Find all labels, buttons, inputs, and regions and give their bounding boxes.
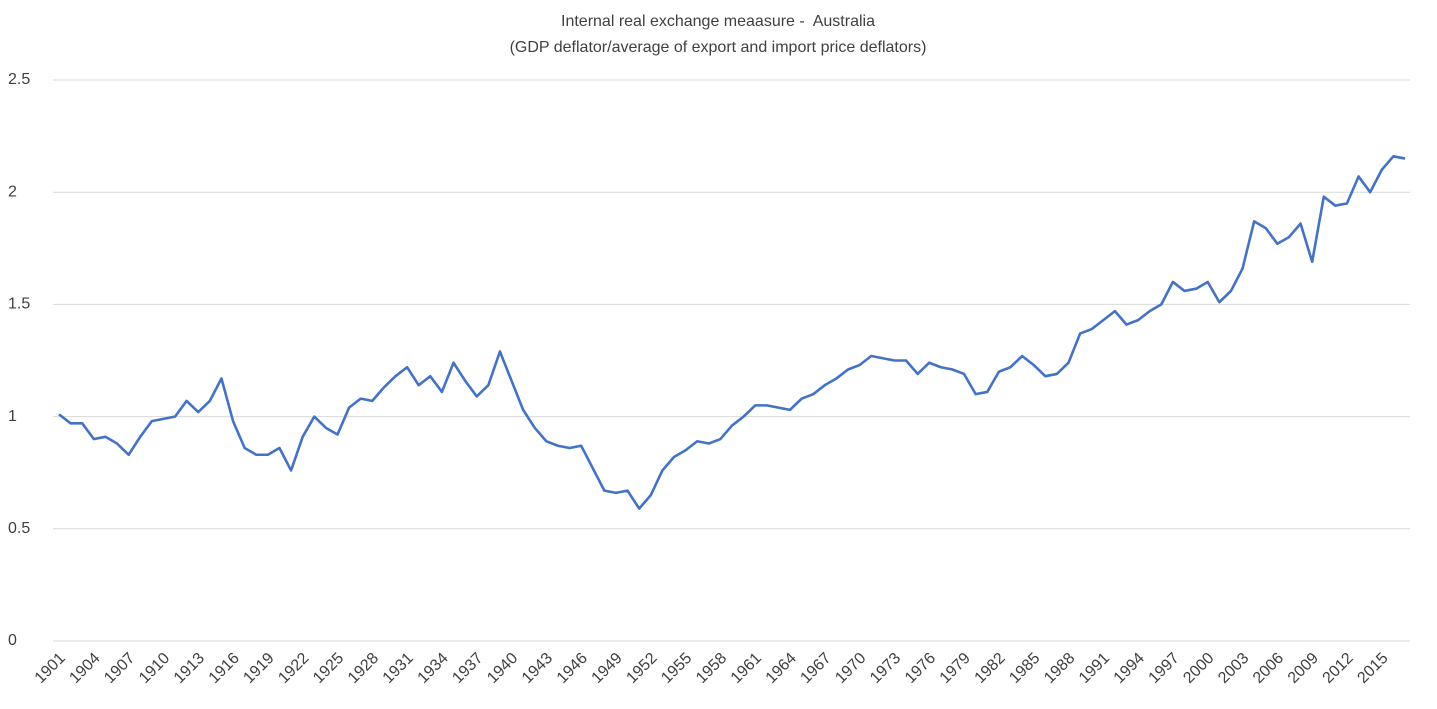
x-tick-label: 1976 bbox=[902, 650, 939, 687]
x-tick-label: 1946 bbox=[554, 650, 591, 687]
x-tick-label: 1991 bbox=[1076, 650, 1113, 687]
x-tick-label: 1961 bbox=[728, 650, 765, 687]
x-tick-label: 1949 bbox=[589, 650, 626, 687]
y-tick-label: 0 bbox=[8, 632, 17, 649]
x-tick-label: 1955 bbox=[658, 650, 695, 687]
x-tick-label: 2015 bbox=[1354, 650, 1391, 687]
x-tick-label: 1928 bbox=[345, 650, 382, 687]
x-tick-label: 1994 bbox=[1111, 650, 1148, 687]
x-tick-label: 2009 bbox=[1285, 650, 1322, 687]
x-tick-label: 1997 bbox=[1146, 650, 1183, 687]
x-tick-label: 1922 bbox=[275, 650, 312, 687]
chart-title: Internal real exchange meaasure - Austra… bbox=[561, 13, 875, 30]
y-tick-label: 0.5 bbox=[8, 520, 30, 537]
x-tick-label: 2012 bbox=[1320, 650, 1357, 687]
x-tick-label: 1988 bbox=[1041, 650, 1078, 687]
x-tick-label: 1904 bbox=[66, 650, 103, 687]
x-tick-label: 1907 bbox=[101, 650, 138, 687]
x-tick-label: 1952 bbox=[623, 650, 660, 687]
x-tick-label: 1973 bbox=[867, 650, 904, 687]
x-tick-label: 1901 bbox=[32, 650, 69, 687]
x-tick-label: 1979 bbox=[937, 650, 974, 687]
data-line bbox=[58, 155, 1406, 510]
x-tick-label: 1970 bbox=[832, 650, 869, 687]
x-tick-label: 2006 bbox=[1250, 650, 1287, 687]
x-tick-label: 1967 bbox=[797, 650, 834, 687]
x-tick-label: 1919 bbox=[240, 650, 277, 687]
x-tick-label: 1958 bbox=[693, 650, 730, 687]
x-tick-label: 1934 bbox=[415, 650, 452, 687]
x-tick-label: 1913 bbox=[171, 650, 208, 687]
chart-subtitle: (GDP deflator/average of export and impo… bbox=[510, 39, 927, 56]
x-tick-label: 1940 bbox=[484, 650, 521, 687]
y-tick-label: 2.5 bbox=[8, 71, 30, 88]
y-tick-label: 2 bbox=[8, 183, 17, 200]
y-tick-label: 1.5 bbox=[8, 296, 30, 313]
x-tick-label: 2003 bbox=[1215, 650, 1252, 687]
x-tick-label: 2000 bbox=[1180, 650, 1217, 687]
y-tick-label: 1 bbox=[8, 408, 17, 425]
x-tick-label: 1937 bbox=[449, 650, 486, 687]
x-tick-label: 1910 bbox=[136, 650, 173, 687]
x-tick-label: 1931 bbox=[380, 650, 417, 687]
x-tick-label: 1943 bbox=[519, 650, 556, 687]
x-tick-label: 1982 bbox=[972, 650, 1009, 687]
x-tick-label: 1916 bbox=[206, 650, 243, 687]
x-tick-label: 1985 bbox=[1006, 650, 1043, 687]
x-tick-label: 1964 bbox=[763, 650, 800, 687]
x-tick-label: 1925 bbox=[310, 650, 347, 687]
